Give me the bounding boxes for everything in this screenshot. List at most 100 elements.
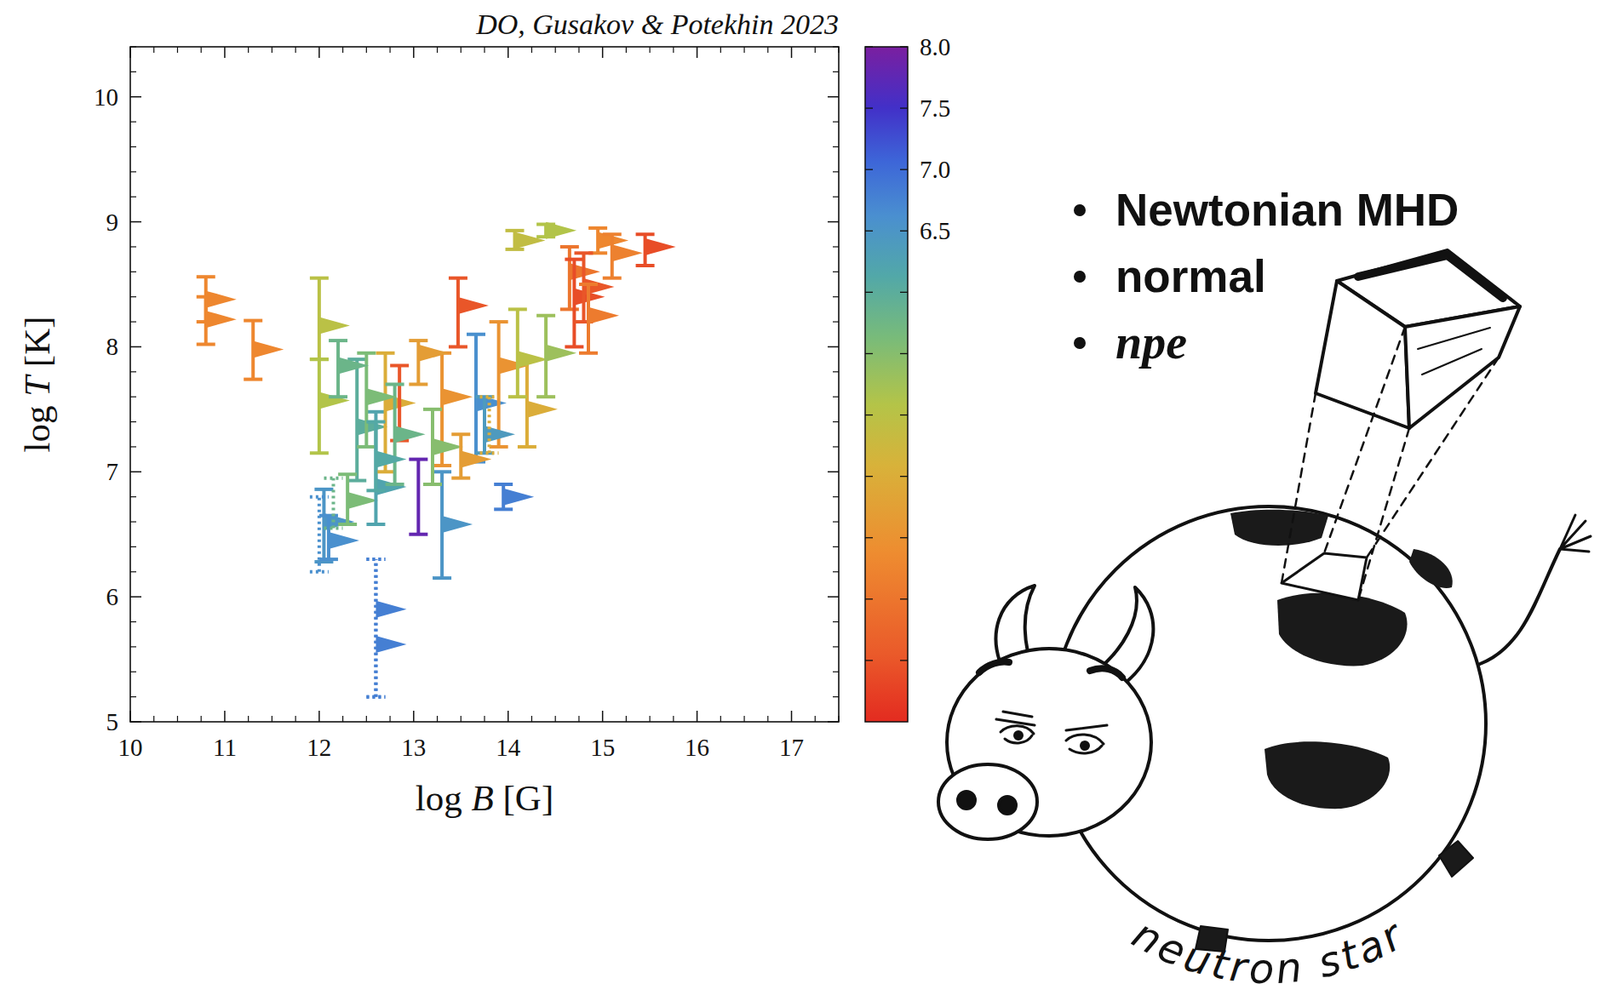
x-tick [129, 711, 132, 723]
error-bar [373, 559, 378, 698]
lower-limit-marker [545, 222, 577, 240]
error-cap-low [196, 343, 216, 347]
error-cap-high [328, 338, 348, 343]
y-minor-tick [832, 246, 839, 247]
lower-limit-marker [252, 340, 284, 358]
colorbar-tick [865, 292, 873, 293]
pupil [1081, 742, 1089, 750]
x-minor-tick [743, 46, 745, 53]
projection-lines [1281, 326, 1499, 601]
error-cap-low [489, 445, 509, 449]
colorbar-tick [900, 353, 908, 355]
x-minor-tick [649, 716, 651, 723]
error-cap-low [243, 378, 263, 382]
error-cap-low [451, 476, 471, 481]
y-tick-right [827, 721, 839, 723]
y-minor-tick [130, 371, 137, 373]
x-minor-tick [342, 46, 344, 53]
x-axis-title: log B [G] [415, 778, 554, 819]
x-minor-tick [177, 46, 178, 53]
error-bar [373, 412, 378, 525]
drawing-label-path: neutron star [1124, 910, 1413, 994]
x-minor-tick [271, 46, 273, 53]
cow-drawing [938, 250, 1591, 952]
error-cap-low [385, 482, 405, 487]
error-cap-high [508, 307, 528, 311]
error-cap-high [536, 314, 556, 318]
x-minor-tick [578, 716, 580, 723]
error-cap-high [243, 319, 263, 323]
x-minor-tick [531, 716, 533, 723]
error-cap-low [493, 507, 513, 511]
lower-limit-marker [418, 344, 449, 362]
error-cap-low [309, 357, 329, 362]
error-cap-low [475, 451, 494, 455]
colorbar-tick [865, 230, 873, 232]
x-minor-tick [436, 46, 438, 53]
y-minor-tick [832, 321, 839, 322]
error-cap-low [309, 451, 329, 455]
x-tick [791, 711, 793, 723]
error-cap-high [466, 332, 486, 337]
error-cap-high [489, 320, 509, 324]
error-cap-low [517, 445, 537, 449]
x-tick-top [507, 46, 510, 58]
error-cap-high [408, 458, 428, 462]
y-minor-tick [130, 121, 137, 123]
error-cap-low [564, 344, 584, 349]
y-axis-title: log T [K] [17, 315, 58, 453]
y-minor-tick [832, 196, 839, 198]
x-tick-top [129, 46, 132, 58]
lower-limit-marker [328, 532, 360, 550]
label-part: log [415, 778, 463, 819]
colorbar-tick [900, 169, 908, 171]
frustum-face [1405, 306, 1520, 429]
y-minor-tick [832, 496, 839, 498]
canvas: DO, Gusakov & Potekhin 20231011121314151… [0, 0, 1600, 1001]
error-bar [487, 396, 492, 454]
error-cap-low [602, 276, 622, 281]
x-minor-tick [625, 46, 627, 53]
lower-limit-marker [375, 636, 407, 654]
y-minor-tick [832, 396, 839, 398]
x-tick-top [412, 46, 415, 58]
x-tick-label: 12 [306, 734, 332, 762]
x-tick-top [223, 46, 226, 58]
x-tick [223, 711, 226, 723]
y-minor-tick [130, 321, 137, 322]
error-cap-low [432, 464, 452, 468]
y-minor-tick [832, 546, 839, 548]
colorbar-tick [865, 414, 873, 416]
colorbar-tick-label: 7.5 [919, 94, 951, 122]
error-cap-high [196, 275, 216, 279]
y-minor-tick [130, 171, 137, 173]
error-cap-high [451, 432, 471, 436]
chart-title: DO, Gusakov & Potekhin 2023 [475, 8, 839, 41]
colorbar-tick [865, 353, 873, 355]
error-cap-low [356, 445, 376, 449]
bullet-text: normal [1115, 251, 1267, 302]
y-tick-label: 7 [106, 458, 120, 486]
error-cap-low [480, 451, 499, 455]
y-minor-tick [130, 296, 137, 298]
x-minor-tick [625, 716, 627, 723]
y-minor-tick [130, 421, 137, 423]
lower-limit-marker [319, 316, 350, 334]
y-tick [130, 346, 142, 349]
colorbar [865, 46, 908, 723]
x-tick-label: 11 [212, 734, 237, 762]
lower-limit-marker [441, 516, 473, 534]
y-tick-label: 9 [106, 208, 120, 236]
error-cap-high [432, 470, 452, 474]
x-tick-top [602, 46, 604, 58]
error-cap-high [480, 395, 499, 399]
error-cap-high [579, 282, 598, 287]
error-cap-high [636, 232, 655, 236]
error-cap-high [602, 232, 622, 236]
label-part: log [17, 406, 58, 454]
pupil [1015, 732, 1022, 740]
x-minor-tick [247, 46, 249, 53]
error-bar [373, 559, 378, 698]
x-tick-label: 13 [401, 734, 426, 762]
bullet-dot [1073, 270, 1086, 283]
